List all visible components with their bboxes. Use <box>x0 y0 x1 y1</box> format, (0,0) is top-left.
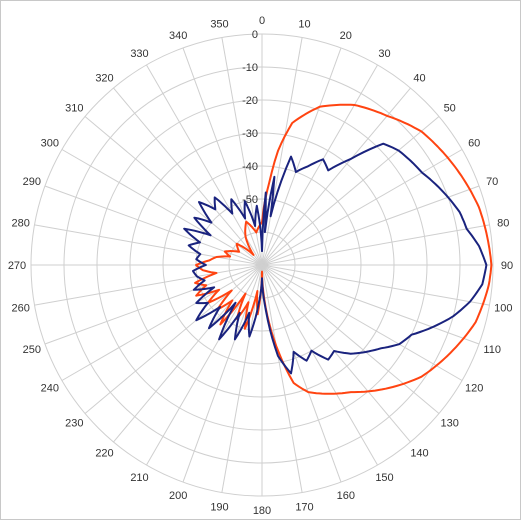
angle-tick-label: 280 <box>12 218 30 230</box>
grid-spoke <box>261 264 440 414</box>
angle-tick-label: 40 <box>413 72 425 84</box>
grid-spoke <box>261 116 440 266</box>
angle-tick-label: 50 <box>444 103 456 115</box>
angle-labels: 0 10 20 30 40 50 60 70 80 90 100 110 120 130 140 150 160… <box>8 15 513 517</box>
grid-spoke <box>84 264 263 414</box>
angle-tick-label: 330 <box>130 48 148 60</box>
angle-tick-label: 210 <box>130 472 148 484</box>
grid-spoke <box>113 87 263 266</box>
radial-tick-label: -20 <box>242 95 258 107</box>
angle-tick-label: 350 <box>210 19 228 31</box>
radial-tick-label: -30 <box>242 128 258 140</box>
angle-tick-label: 10 <box>298 19 310 31</box>
angle-tick-label: 150 <box>375 472 393 484</box>
grid-spoke <box>182 264 263 483</box>
grid-spoke <box>146 64 263 266</box>
angle-tick-label: 70 <box>486 176 498 188</box>
angle-tick-label: 90 <box>501 260 513 272</box>
angle-tick-label: 80 <box>497 218 509 230</box>
angle-tick-label: 140 <box>410 448 428 460</box>
angle-tick-label: 230 <box>65 418 83 430</box>
series-line-1 <box>194 103 493 395</box>
angle-tick-label: 170 <box>295 501 313 513</box>
angle-tick-label: 190 <box>210 501 228 513</box>
grid-spoke <box>261 87 411 266</box>
angle-tick-label: 20 <box>340 30 352 42</box>
grid-spoke <box>261 149 463 266</box>
angle-tick-label: 310 <box>65 103 83 115</box>
radial-tick-label: -40 <box>242 161 258 173</box>
polar-grid <box>30 33 494 497</box>
grid-spoke <box>261 264 303 493</box>
grid-spoke <box>261 185 480 266</box>
grid-spoke <box>261 264 490 306</box>
angle-tick-label: 300 <box>41 138 59 150</box>
grid-spoke <box>261 264 378 466</box>
grid-spoke <box>261 47 342 266</box>
grid-spoke <box>113 264 263 443</box>
grid-spoke <box>261 264 411 443</box>
angle-tick-label: 130 <box>441 418 459 430</box>
grid-spoke <box>261 224 490 266</box>
angle-tick-label: 260 <box>12 303 30 315</box>
grid-spoke <box>84 116 263 266</box>
series-layer <box>183 103 493 395</box>
angle-tick-label: 240 <box>41 383 59 395</box>
grid-spoke <box>261 264 463 381</box>
angle-tick-label: 290 <box>23 176 41 188</box>
grid-spoke <box>221 264 263 493</box>
angle-tick-label: 270 <box>8 260 26 272</box>
series-line-2 <box>183 142 488 375</box>
angle-tick-label: 340 <box>169 30 187 42</box>
angle-tick-label: 250 <box>23 344 41 356</box>
angle-tick-label: 100 <box>494 303 512 315</box>
radial-tick-label: -50 <box>242 194 258 206</box>
grid-spoke <box>261 37 303 266</box>
radial-tick-label: 0 <box>252 29 258 41</box>
grid-spoke <box>261 264 480 345</box>
grid-spoke <box>61 264 263 381</box>
grid-spoke <box>34 224 263 266</box>
angle-tick-label: 200 <box>169 490 187 502</box>
grid-spoke <box>61 149 263 266</box>
angle-tick-label: 160 <box>337 490 355 502</box>
grid-spoke <box>261 264 342 483</box>
angle-tick-label: 0 <box>259 15 265 27</box>
grid-spoke <box>44 264 263 345</box>
grid-spoke <box>261 64 378 266</box>
angle-tick-label: 60 <box>468 138 480 150</box>
angle-tick-label: 180 <box>253 505 271 517</box>
angle-tick-label: 220 <box>95 448 113 460</box>
radial-tick-label: -10 <box>242 62 258 74</box>
grid-spoke <box>34 264 263 306</box>
angle-tick-label: 110 <box>483 344 501 356</box>
grid-spoke <box>221 37 263 266</box>
angle-tick-label: 320 <box>95 72 113 84</box>
grid-spoke <box>182 47 263 266</box>
angle-tick-label: 30 <box>378 48 390 60</box>
radial-labels: 0 -10 -20 -30 -40 -50 <box>242 29 258 206</box>
angle-tick-label: 120 <box>465 383 483 395</box>
